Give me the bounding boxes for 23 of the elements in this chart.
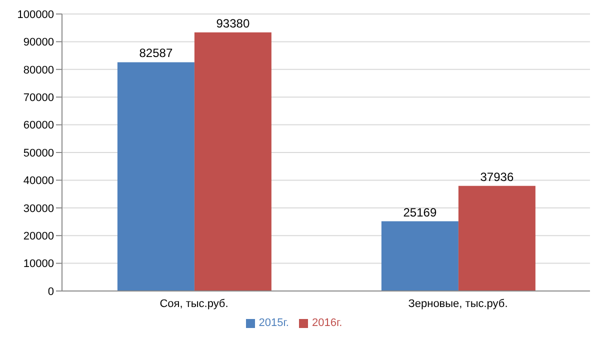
data-label: 25169 — [403, 205, 437, 220]
data-label: 37936 — [480, 170, 514, 184]
y-tick-label: 0 — [48, 286, 54, 298]
y-tick-label: 20000 — [23, 230, 54, 243]
bar — [458, 186, 536, 291]
y-tick-label: 10000 — [23, 258, 54, 270]
legend-label: 2016г. — [312, 317, 342, 329]
y-tick-label: 90000 — [23, 36, 54, 49]
y-tick-label: 80000 — [23, 64, 54, 76]
x-tick-label: Зерновые, тыс.руб. — [408, 298, 508, 310]
y-tick-label: 40000 — [23, 175, 54, 188]
y-tick-label: 70000 — [23, 92, 54, 104]
y-tick-label: 100000 — [17, 8, 54, 21]
data-label: 93380 — [216, 16, 250, 30]
data-label: 82587 — [139, 46, 173, 60]
y-tick-label: 60000 — [23, 120, 54, 132]
bar — [117, 62, 194, 291]
y-tick-label: 30000 — [23, 202, 54, 215]
x-tick-label: Соя, тыс.руб. — [160, 298, 228, 310]
y-tick-label: 50000 — [23, 147, 54, 160]
bar — [381, 221, 458, 291]
legend-label: 2015г. — [258, 317, 289, 329]
bar — [194, 32, 272, 291]
